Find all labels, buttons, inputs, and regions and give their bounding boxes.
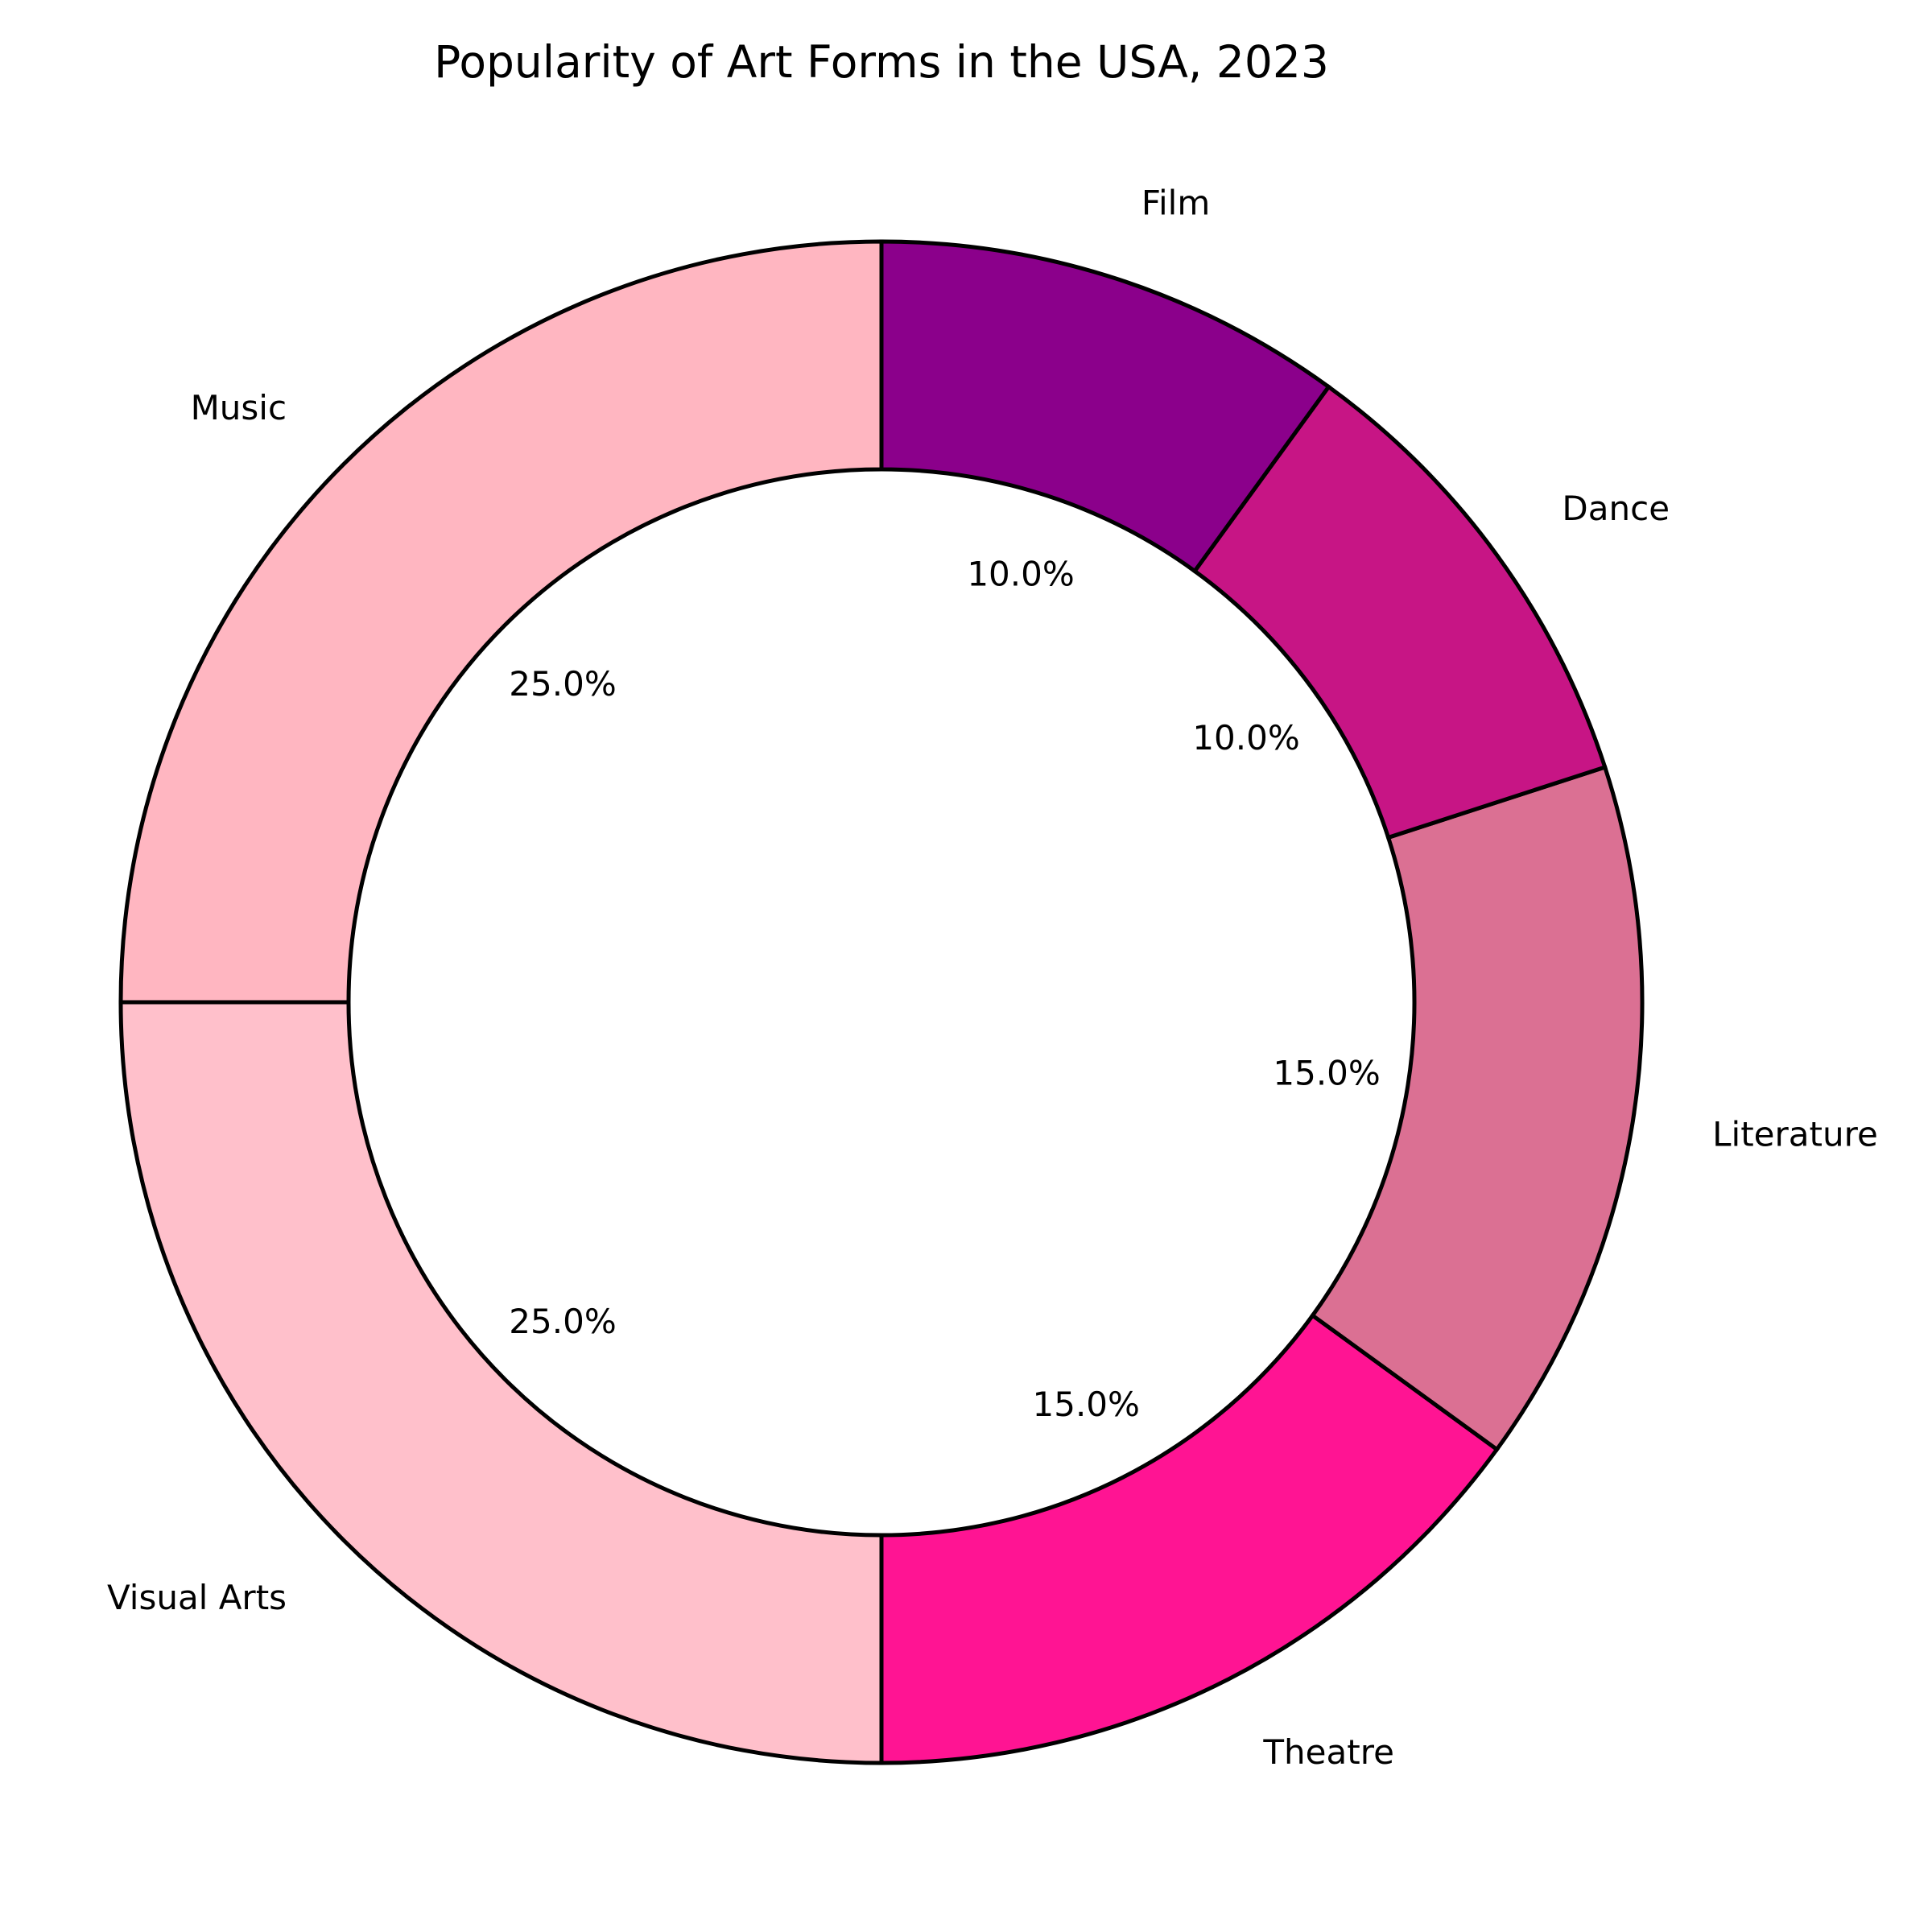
- slice-literature: [1310, 764, 1645, 1452]
- slice-label-film: Film: [1141, 183, 1210, 222]
- slices-group: [118, 239, 1645, 1765]
- slice-label-visual-arts: Visual Arts: [107, 1578, 287, 1617]
- labels-group: Music 25.0% Visual Arts 25.0% Theatre 15.0% Li…: [107, 183, 1878, 1772]
- slice-label-theatre: Theatre: [1262, 1732, 1394, 1772]
- slice-theatre: [879, 1312, 1501, 1765]
- pct-label-dance: 10.0%: [1192, 718, 1299, 758]
- slice-visual-arts: [118, 1000, 884, 1765]
- slice-label-dance: Dance: [1562, 489, 1670, 528]
- pct-label-film: 10.0%: [967, 555, 1074, 594]
- slice-label-literature: Literature: [1712, 1115, 1878, 1154]
- slice-music: [118, 239, 884, 1005]
- pct-label-theatre: 15.0%: [1033, 1385, 1140, 1424]
- pct-label-music: 25.0%: [509, 664, 616, 704]
- pct-label-literature: 15.0%: [1273, 1054, 1380, 1093]
- chart-title: Popularity of Art Forms in the USA, 2023: [434, 36, 1329, 88]
- pct-label-visual-arts: 25.0%: [509, 1302, 616, 1341]
- slice-label-music: Music: [191, 388, 287, 427]
- slice-film: [879, 239, 1331, 574]
